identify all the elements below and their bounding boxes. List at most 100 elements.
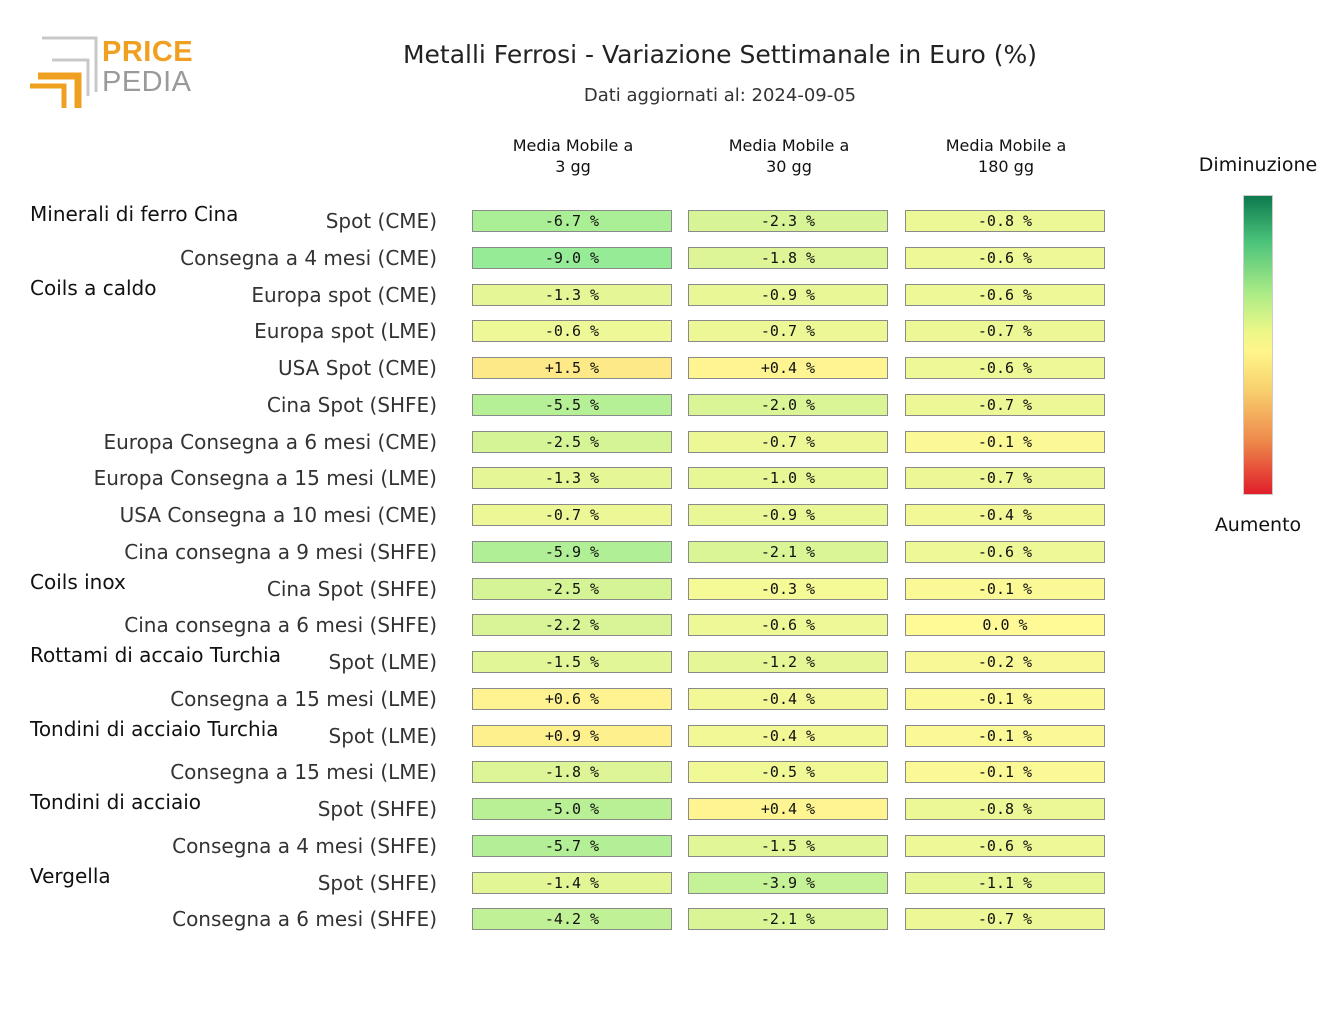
group-label: Vergella bbox=[30, 863, 111, 888]
column-header: Media Mobile a 3 gg bbox=[472, 135, 674, 177]
value-cell: -0.7 % bbox=[905, 908, 1105, 931]
group-label: Tondini di acciaio bbox=[30, 790, 202, 814]
row-label: Cina Spot (SHFE) bbox=[266, 576, 437, 601]
value-cell: -1.4 % bbox=[472, 871, 672, 894]
legend-bottom-label: Aumento bbox=[1214, 514, 1302, 536]
row-label: Consegna a 4 mesi (CME) bbox=[180, 245, 437, 270]
value-cell: -0.4 % bbox=[905, 504, 1105, 526]
row-label: Spot (LME) bbox=[328, 723, 437, 748]
group-label: Minerali di ferro Cina bbox=[30, 202, 239, 226]
value-cell: -3.9 % bbox=[688, 871, 888, 894]
group-label: Coils inox bbox=[30, 569, 126, 594]
value-cell: -0.6 % bbox=[905, 357, 1105, 379]
value-cell: -0.1 % bbox=[905, 724, 1105, 747]
value-cell: +1.5 % bbox=[472, 357, 672, 379]
column-header-line: Media Mobile a bbox=[512, 136, 634, 155]
value-cell: -2.5 % bbox=[472, 577, 672, 600]
value-cell: -0.1 % bbox=[905, 577, 1105, 600]
value-cell: -0.5 % bbox=[688, 761, 888, 784]
value-cell: -2.2 % bbox=[472, 614, 672, 637]
row-label: USA Spot (CME) bbox=[277, 356, 437, 380]
column-header-line: 30 gg bbox=[766, 157, 812, 176]
value-cell: 0.0 % bbox=[905, 614, 1105, 637]
value-cell: -0.1 % bbox=[905, 687, 1105, 710]
value-cell: -0.7 % bbox=[688, 320, 888, 343]
row-label: Europa spot (LME) bbox=[254, 319, 437, 344]
value-cell: -2.0 % bbox=[688, 393, 888, 416]
value-cell: -0.8 % bbox=[905, 210, 1105, 232]
logo-price-text: PRICE bbox=[102, 36, 194, 68]
logo-pedia-text: PEDIA bbox=[102, 66, 192, 98]
value-cell: -2.1 % bbox=[688, 540, 888, 563]
group-label: Rottami di accaio Turchia bbox=[30, 643, 281, 667]
value-cell: -0.4 % bbox=[688, 724, 888, 747]
value-cell: -0.8 % bbox=[905, 798, 1105, 820]
column-header-line: 3 gg bbox=[555, 157, 591, 176]
pricepedia-logo: PRICE PEDIA bbox=[28, 36, 193, 110]
column-header-line: Media Mobile a bbox=[945, 136, 1067, 155]
value-cell: +0.9 % bbox=[472, 724, 672, 747]
value-cell: -0.7 % bbox=[688, 430, 888, 453]
column-header: Media Mobile a 180 gg bbox=[905, 135, 1107, 177]
row-label: Consegna a 4 mesi (SHFE) bbox=[172, 833, 437, 858]
value-cell: -0.6 % bbox=[905, 834, 1105, 857]
value-cell: -2.3 % bbox=[688, 210, 888, 232]
value-cell: -1.3 % bbox=[472, 467, 672, 490]
value-cell: -1.8 % bbox=[688, 246, 888, 269]
value-cell: -6.7 % bbox=[472, 210, 672, 232]
row-label: Spot (SHFE) bbox=[317, 870, 437, 895]
value-cell: -0.6 % bbox=[905, 540, 1105, 563]
value-cell: -1.5 % bbox=[688, 834, 888, 857]
logo-mark-icon bbox=[30, 36, 98, 108]
value-cell: -0.6 % bbox=[688, 614, 888, 637]
row-label: Europa spot (CME) bbox=[251, 282, 437, 307]
value-cell: -0.4 % bbox=[688, 687, 888, 710]
value-cell: -5.9 % bbox=[472, 540, 672, 563]
row-label: Spot (SHFE) bbox=[317, 797, 437, 821]
value-cell: -1.1 % bbox=[905, 871, 1105, 894]
value-cell: -0.7 % bbox=[905, 467, 1105, 490]
value-cell: -1.8 % bbox=[472, 761, 672, 784]
column-header-line: 180 gg bbox=[978, 157, 1034, 176]
value-cell: -0.6 % bbox=[905, 283, 1105, 306]
value-cell: -0.9 % bbox=[688, 504, 888, 526]
value-cell: +0.6 % bbox=[472, 687, 672, 710]
value-cell: -1.5 % bbox=[472, 651, 672, 673]
value-cell: -1.2 % bbox=[688, 651, 888, 673]
value-cell: -0.7 % bbox=[905, 393, 1105, 416]
row-label: Spot (CME) bbox=[325, 209, 437, 233]
value-cell: -2.5 % bbox=[472, 430, 672, 453]
value-cell: +0.4 % bbox=[688, 798, 888, 820]
row-label: Europa Consegna a 15 mesi (LME) bbox=[93, 466, 437, 491]
row-label: Cina consegna a 6 mesi (SHFE) bbox=[124, 613, 437, 638]
column-header-line: Media Mobile a bbox=[728, 136, 850, 155]
chart-title: Metalli Ferrosi - Variazione Settimanale… bbox=[402, 40, 1038, 69]
chart-subtitle: Dati aggiornati al: 2024-09-05 bbox=[583, 85, 857, 106]
row-label: USA Consegna a 10 mesi (CME) bbox=[119, 503, 437, 527]
value-cell: -0.9 % bbox=[688, 283, 888, 306]
color-scale-bar bbox=[1243, 195, 1273, 495]
value-cell: -0.6 % bbox=[472, 320, 672, 343]
value-cell: -5.0 % bbox=[472, 798, 672, 820]
value-cell: -9.0 % bbox=[472, 246, 672, 269]
row-label: Consegna a 15 mesi (LME) bbox=[170, 760, 437, 785]
value-cell: -0.2 % bbox=[905, 651, 1105, 673]
row-label: Spot (LME) bbox=[328, 650, 437, 674]
value-cell: -0.7 % bbox=[472, 504, 672, 526]
row-label: Consegna a 6 mesi (SHFE) bbox=[172, 907, 437, 932]
value-cell: -0.6 % bbox=[905, 246, 1105, 269]
group-label: Coils a caldo bbox=[30, 275, 157, 300]
row-label: Cina Spot (SHFE) bbox=[266, 392, 437, 417]
row-label: Europa Consegna a 6 mesi (CME) bbox=[103, 429, 437, 454]
group-label: Tondini di acciaio Turchia bbox=[30, 716, 279, 741]
value-cell: -2.1 % bbox=[688, 908, 888, 931]
value-cell: -4.2 % bbox=[472, 908, 672, 931]
row-label: Consegna a 15 mesi (LME) bbox=[170, 686, 437, 711]
value-cell: -0.1 % bbox=[905, 430, 1105, 453]
value-cell: -0.7 % bbox=[905, 320, 1105, 343]
row-label: Cina consegna a 9 mesi (SHFE) bbox=[124, 539, 437, 564]
column-header: Media Mobile a 30 gg bbox=[688, 135, 890, 177]
legend-top-label: Diminuzione bbox=[1198, 154, 1318, 176]
value-cell: -5.7 % bbox=[472, 834, 672, 857]
value-cell: -1.0 % bbox=[688, 467, 888, 490]
